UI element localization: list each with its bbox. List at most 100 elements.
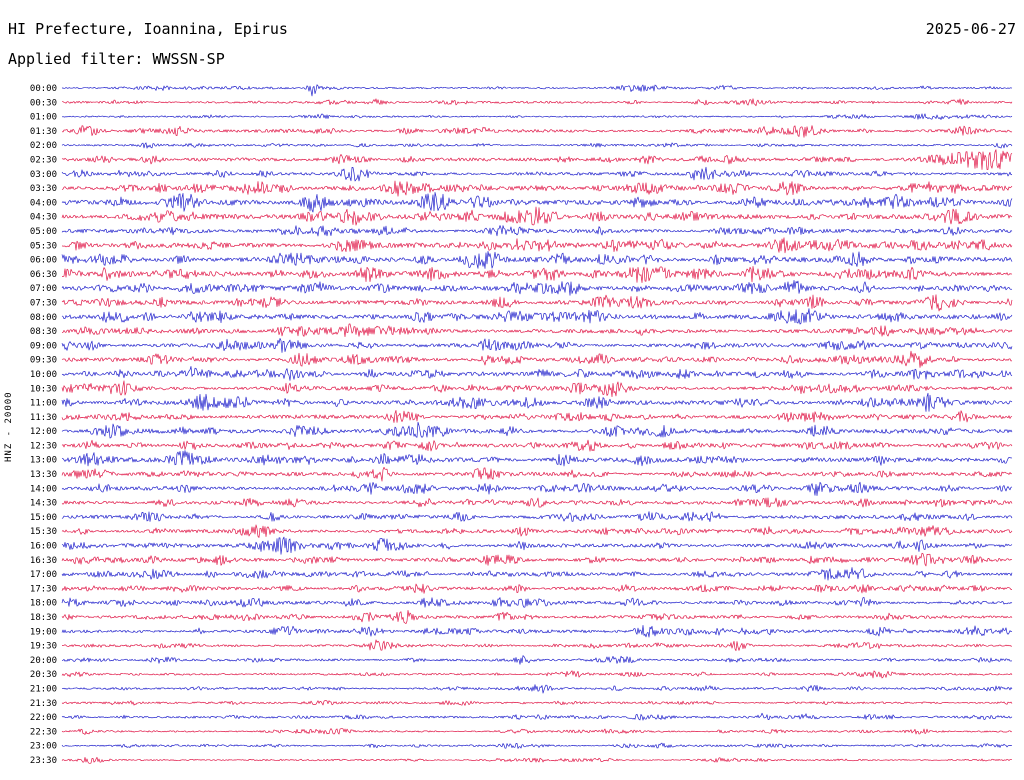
seismic-trace-2300 <box>61 742 1013 749</box>
trace-time-label: 11:30 <box>30 413 57 423</box>
trace-time-label: 00:30 <box>30 98 57 108</box>
seismic-trace-1300 <box>61 450 1013 467</box>
station-title: HI Prefecture, Ioannina, Epirus <box>8 20 288 38</box>
trace-time-label: 04:00 <box>30 198 57 208</box>
trace-time-label: 05:00 <box>30 227 57 237</box>
trace-time-label: 20:30 <box>30 670 57 680</box>
trace-time-label: 03:30 <box>30 184 57 194</box>
trace-time-label: 20:00 <box>30 656 57 666</box>
seismic-trace-1030 <box>61 380 1013 398</box>
trace-time-label: 07:00 <box>30 284 57 294</box>
trace-time-label: 13:00 <box>30 456 57 466</box>
seismic-trace-0330 <box>61 180 1013 197</box>
trace-time-label: 22:30 <box>30 727 57 737</box>
seismic-trace-1330 <box>61 466 1013 482</box>
seismic-trace-0430 <box>61 206 1013 226</box>
seismic-trace-1130 <box>61 410 1013 423</box>
trace-time-label: 08:00 <box>30 313 57 323</box>
trace-time-label: 12:00 <box>30 427 57 437</box>
trace-time-label: 19:30 <box>30 642 57 652</box>
seismic-trace-1000 <box>61 366 1013 381</box>
trace-time-label: 05:30 <box>30 241 57 251</box>
seismic-trace-1700 <box>61 567 1013 581</box>
trace-time-label: 06:30 <box>30 270 57 280</box>
seismic-trace-1930 <box>61 639 1013 652</box>
trace-time-label: 14:00 <box>30 484 57 494</box>
seismic-trace-2130 <box>61 700 1013 706</box>
trace-time-label: 17:00 <box>30 570 57 580</box>
seismic-trace-0730 <box>61 294 1013 312</box>
seismic-trace-0900 <box>61 338 1013 353</box>
date-label: 2025-06-27 <box>925 20 1016 38</box>
seismic-trace-1730 <box>61 583 1013 594</box>
seismic-trace-0030 <box>62 98 1013 107</box>
seismic-trace-1900 <box>61 625 1013 638</box>
seismic-trace-1800 <box>61 597 1013 608</box>
seismic-trace-1200 <box>61 421 1013 439</box>
seismic-trace-1530 <box>61 524 1013 538</box>
seismic-trace-0000 <box>61 84 1013 97</box>
seismic-trace-0230 <box>61 149 1013 170</box>
trace-time-label: 10:30 <box>30 384 57 394</box>
seismic-trace-2200 <box>61 712 1013 721</box>
trace-time-label: 03:00 <box>30 170 57 180</box>
seismic-trace-1830 <box>61 609 1013 624</box>
trace-time-label: 15:30 <box>30 527 57 537</box>
trace-time-label: 15:00 <box>30 513 57 523</box>
seismic-trace-1100 <box>61 392 1013 412</box>
seismic-trace-1400 <box>61 481 1013 496</box>
seismic-trace-0300 <box>61 166 1013 182</box>
trace-time-label: 02:30 <box>30 156 57 166</box>
trace-time-label: 13:30 <box>30 470 57 480</box>
seismic-trace-0830 <box>62 323 1013 338</box>
seismic-trace-0700 <box>61 280 1013 296</box>
seismic-trace-0800 <box>61 308 1013 325</box>
seismic-trace-2030 <box>61 670 1013 679</box>
trace-time-label: 21:30 <box>30 699 57 709</box>
seismic-trace-0600 <box>61 250 1013 269</box>
seismic-trace-2000 <box>61 655 1013 665</box>
trace-time-label: 06:00 <box>30 256 57 266</box>
seismic-trace-0100 <box>61 113 1013 120</box>
trace-time-label: 16:30 <box>30 556 57 566</box>
seismic-trace-0400 <box>61 192 1013 213</box>
trace-time-label: 21:00 <box>30 685 57 695</box>
trace-time-label: 23:00 <box>30 742 57 752</box>
trace-time-label: 01:00 <box>30 113 57 123</box>
trace-time-label: 09:30 <box>30 356 57 366</box>
trace-time-label: 10:00 <box>30 370 57 380</box>
trace-time-label: 23:30 <box>30 756 57 766</box>
seismic-trace-1600 <box>61 536 1013 555</box>
seismic-trace-0500 <box>61 225 1013 237</box>
seismic-trace-2100 <box>61 684 1013 694</box>
seismic-trace-0530 <box>61 237 1013 254</box>
seismic-trace-2330 <box>61 756 1012 764</box>
seismic-trace-1500 <box>61 511 1013 522</box>
trace-time-label: 14:30 <box>30 499 57 509</box>
trace-time-label: 01:30 <box>30 127 57 137</box>
trace-time-label: 18:00 <box>30 599 57 609</box>
trace-time-label: 00:00 <box>30 84 57 94</box>
trace-time-label: 22:00 <box>30 713 57 723</box>
trace-time-label: 11:00 <box>30 399 57 409</box>
seismic-trace-1230 <box>61 439 1013 452</box>
trace-time-label: 18:30 <box>30 613 57 623</box>
channel-scale-label: HNZ - 20000 <box>4 391 14 462</box>
trace-time-label: 17:30 <box>30 584 57 594</box>
trace-time-label: 04:30 <box>30 213 57 223</box>
seismic-trace-0630 <box>61 266 1013 283</box>
trace-time-label: 02:00 <box>30 141 57 151</box>
trace-time-label: 08:30 <box>30 327 57 337</box>
seismic-trace-0200 <box>61 142 1013 149</box>
trace-time-label: 12:30 <box>30 441 57 451</box>
filter-label: Applied filter: WWSSN-SP <box>8 50 225 68</box>
seismic-trace-0130 <box>61 125 1013 138</box>
trace-time-label: 09:00 <box>30 341 57 351</box>
seismic-trace-1430 <box>61 497 1013 508</box>
seismic-trace-0930 <box>61 350 1013 368</box>
seismic-trace-2230 <box>61 728 1013 735</box>
trace-time-label: 07:30 <box>30 299 57 309</box>
trace-time-label: 19:00 <box>30 627 57 637</box>
